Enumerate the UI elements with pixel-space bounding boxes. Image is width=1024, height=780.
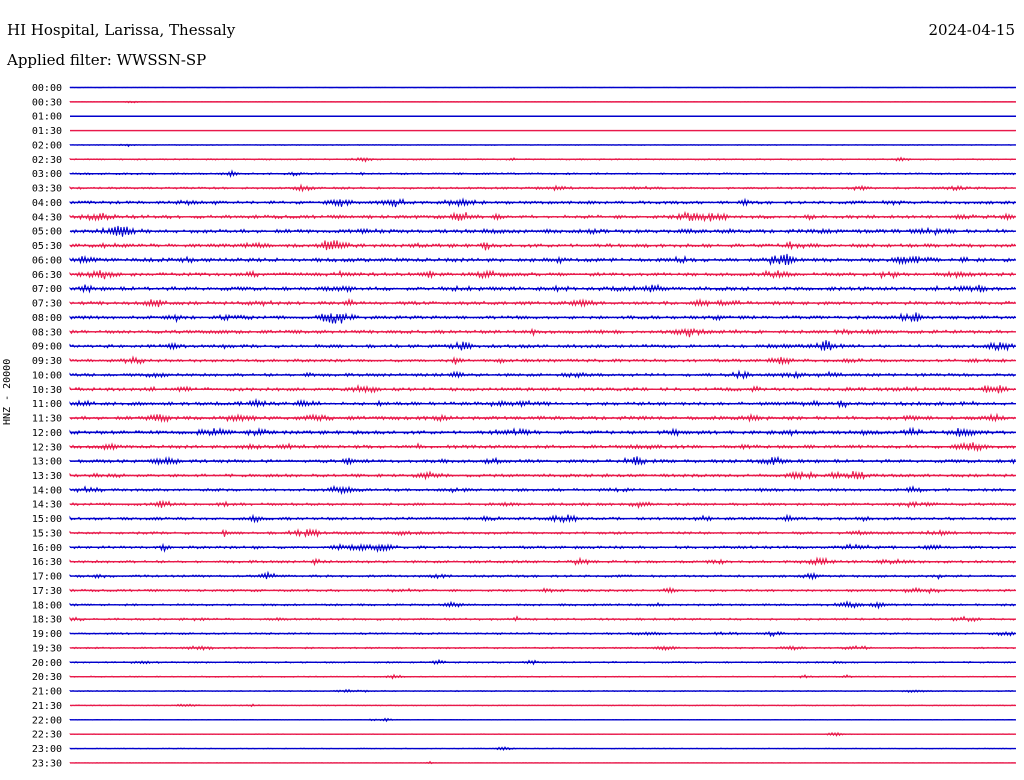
- station-title: HI Hospital, Larissa, Thessaly: [7, 21, 236, 39]
- row-label: 07:30: [32, 299, 62, 310]
- row-label: 05:00: [32, 227, 62, 238]
- filter-label: Applied filter: WWSSN-SP: [7, 51, 207, 69]
- row-label: 22:30: [32, 730, 62, 741]
- row-label: 09:30: [32, 356, 62, 367]
- row-label: 14:00: [32, 485, 62, 496]
- row-label: 13:00: [32, 457, 62, 468]
- row-label: 21:30: [32, 701, 62, 712]
- row-label: 02:00: [32, 140, 62, 151]
- row-label: 04:00: [32, 198, 62, 209]
- row-label: 10:30: [32, 385, 62, 396]
- row-label: 10:00: [32, 370, 62, 381]
- row-label: 17:30: [32, 586, 62, 597]
- row-label: 13:30: [32, 471, 62, 482]
- trace-lines: [69, 86, 1016, 765]
- row-label: 22:00: [32, 715, 62, 726]
- row-labels: 00:00 00:30 01:00 01:30 02:00 02:30 03:00 03:30…: [32, 83, 62, 769]
- row-label: 16:00: [32, 543, 62, 554]
- row-label: 03:00: [32, 169, 62, 180]
- row-label: 05:30: [32, 241, 62, 252]
- row-label: 12:30: [32, 442, 62, 453]
- row-label: 15:30: [32, 528, 62, 539]
- row-label: 00:30: [32, 97, 62, 108]
- row-label: 11:30: [32, 414, 62, 425]
- trace-0500: [69, 225, 1016, 237]
- row-label: 20:00: [32, 658, 62, 669]
- row-label: 11:00: [32, 399, 62, 410]
- row-label: 06:00: [32, 255, 62, 266]
- row-label: 07:00: [32, 284, 62, 295]
- row-label: 04:30: [32, 212, 62, 223]
- row-label: 00:00: [32, 83, 62, 94]
- row-label: 12:00: [32, 428, 62, 439]
- row-label: 01:30: [32, 126, 62, 137]
- row-label: 23:00: [32, 744, 62, 755]
- row-label: 01:00: [32, 112, 62, 123]
- trace-0830: [69, 327, 1016, 338]
- trace-0900: [69, 340, 1016, 352]
- row-label: 03:30: [32, 184, 62, 195]
- date-label: 2024-04-15: [928, 21, 1015, 39]
- row-label: 19:00: [32, 629, 62, 640]
- row-label: 21:00: [32, 687, 62, 698]
- row-label: 23:30: [32, 758, 62, 769]
- row-label: 06:30: [32, 270, 62, 281]
- row-label: 19:30: [32, 643, 62, 654]
- row-label: 14:30: [32, 500, 62, 511]
- row-label: 17:00: [32, 572, 62, 583]
- row-label: 18:30: [32, 615, 62, 626]
- row-label: 08:30: [32, 327, 62, 338]
- row-label: 18:00: [32, 600, 62, 611]
- row-label: 16:30: [32, 557, 62, 568]
- row-label: 02:30: [32, 155, 62, 166]
- row-label: 09:00: [32, 342, 62, 353]
- row-label: 20:30: [32, 672, 62, 683]
- row-label: 08:00: [32, 313, 62, 324]
- row-label: 15:00: [32, 514, 62, 525]
